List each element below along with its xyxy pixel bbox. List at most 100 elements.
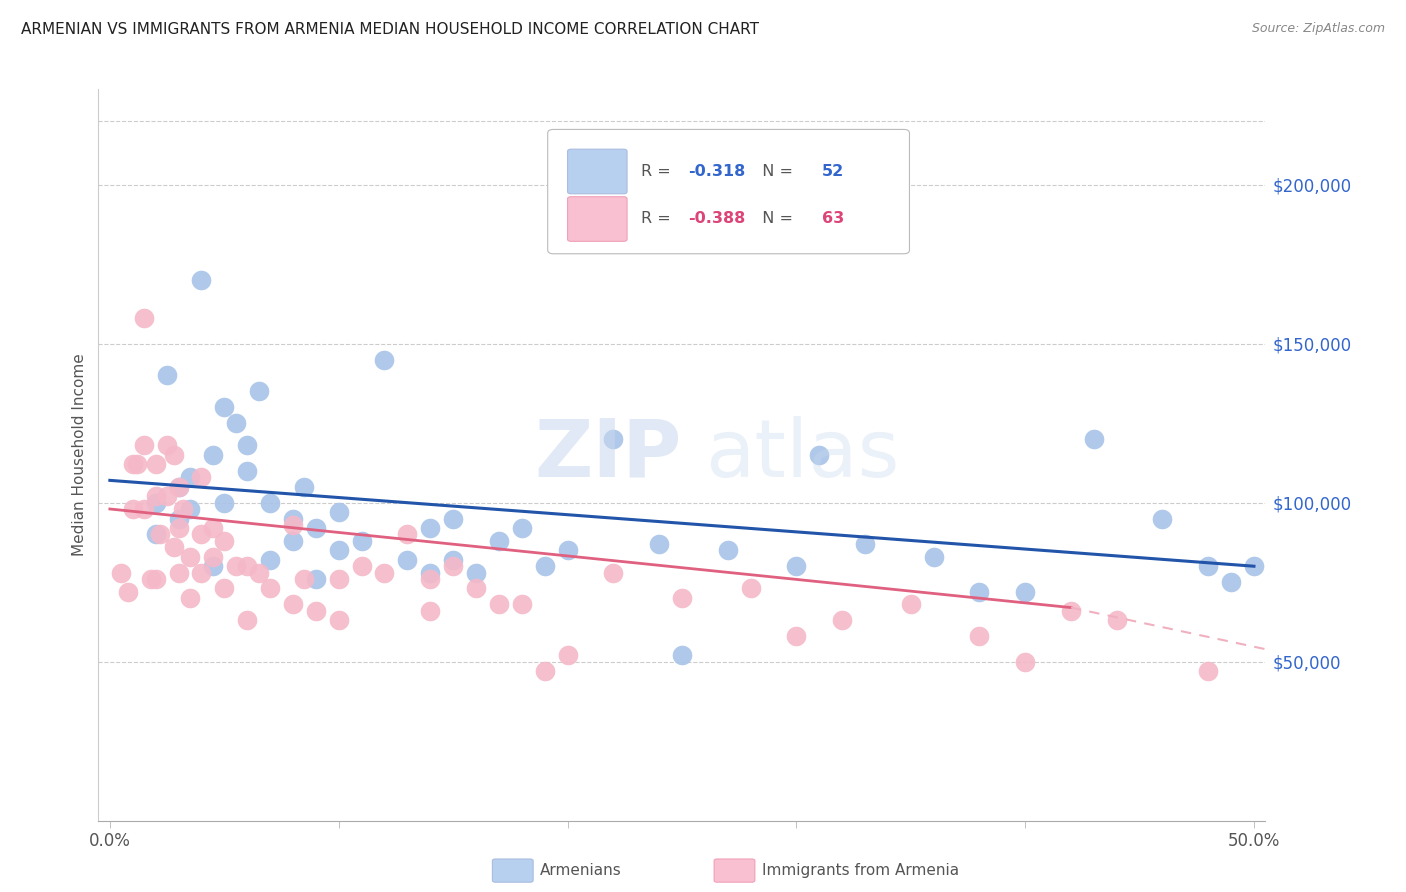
Text: -0.388: -0.388: [688, 211, 745, 227]
Point: [1060, 604, 1083, 618]
Point: [179, 502, 201, 516]
Point: [214, 533, 236, 548]
Point: [419, 566, 441, 580]
FancyBboxPatch shape: [568, 197, 627, 242]
Point: [156, 438, 179, 452]
Point: [510, 521, 533, 535]
Point: [281, 517, 304, 532]
Point: [172, 502, 194, 516]
Point: [305, 604, 328, 618]
Point: [717, 543, 740, 558]
Point: [190, 527, 212, 541]
Point: [465, 582, 488, 596]
Point: [247, 566, 270, 580]
Point: [373, 566, 395, 580]
Point: [110, 566, 132, 580]
Text: R =: R =: [641, 211, 676, 227]
Point: [127, 458, 149, 472]
Point: [134, 311, 156, 326]
Point: [373, 352, 395, 367]
Point: [350, 559, 373, 574]
Point: [134, 438, 156, 452]
Point: [179, 549, 201, 564]
Point: [922, 549, 945, 564]
Point: [441, 559, 464, 574]
Point: [969, 629, 991, 643]
Text: Armenians: Armenians: [540, 863, 621, 878]
Point: [259, 495, 281, 509]
Point: [533, 559, 555, 574]
Point: [236, 464, 259, 478]
Point: [1083, 432, 1105, 446]
Point: [121, 458, 143, 472]
Point: [488, 598, 510, 612]
Point: [1220, 575, 1243, 590]
Point: [785, 559, 807, 574]
Point: [602, 432, 624, 446]
Point: [292, 572, 315, 586]
Point: [419, 572, 441, 586]
Point: [201, 559, 224, 574]
Text: N =: N =: [752, 211, 799, 227]
Point: [533, 664, 555, 678]
Point: [247, 384, 270, 399]
FancyBboxPatch shape: [548, 129, 910, 253]
Point: [419, 521, 441, 535]
Point: [396, 553, 419, 567]
Point: [396, 527, 419, 541]
Point: [167, 521, 190, 535]
Point: [557, 648, 579, 663]
Point: [1014, 584, 1036, 599]
Point: [225, 559, 247, 574]
Point: [190, 273, 212, 287]
Point: [163, 540, 186, 554]
Point: [236, 559, 259, 574]
Point: [328, 505, 350, 519]
Point: [328, 613, 350, 627]
Point: [648, 537, 671, 551]
Point: [156, 368, 179, 383]
Point: [179, 591, 201, 605]
Point: [259, 582, 281, 596]
Point: [167, 566, 190, 580]
Point: [117, 584, 139, 599]
Point: [1014, 655, 1036, 669]
Point: [179, 470, 201, 484]
Point: [740, 582, 762, 596]
Point: [236, 438, 259, 452]
Point: [167, 480, 190, 494]
Point: [167, 480, 190, 494]
Text: atlas: atlas: [706, 416, 900, 494]
Text: 52: 52: [823, 163, 844, 178]
Text: 63: 63: [823, 211, 844, 227]
Point: [1197, 664, 1219, 678]
Text: Source: ZipAtlas.com: Source: ZipAtlas.com: [1251, 22, 1385, 36]
Point: [808, 448, 831, 462]
Point: [145, 489, 167, 503]
Point: [225, 416, 247, 430]
Point: [145, 458, 167, 472]
Point: [190, 566, 212, 580]
Point: [214, 401, 236, 415]
Text: Immigrants from Armenia: Immigrants from Armenia: [762, 863, 959, 878]
Point: [900, 598, 922, 612]
Point: [214, 495, 236, 509]
Point: [281, 511, 304, 525]
Point: [281, 533, 304, 548]
Point: [145, 527, 167, 541]
Point: [201, 448, 224, 462]
Point: [350, 533, 373, 548]
Point: [259, 553, 281, 567]
FancyBboxPatch shape: [568, 149, 627, 194]
Point: [465, 566, 488, 580]
Point: [134, 502, 156, 516]
Point: [305, 521, 328, 535]
Point: [602, 566, 624, 580]
Point: [167, 511, 190, 525]
Point: [969, 584, 991, 599]
Point: [121, 502, 143, 516]
Point: [145, 495, 167, 509]
Point: [163, 448, 186, 462]
Point: [305, 572, 328, 586]
Point: [145, 572, 167, 586]
